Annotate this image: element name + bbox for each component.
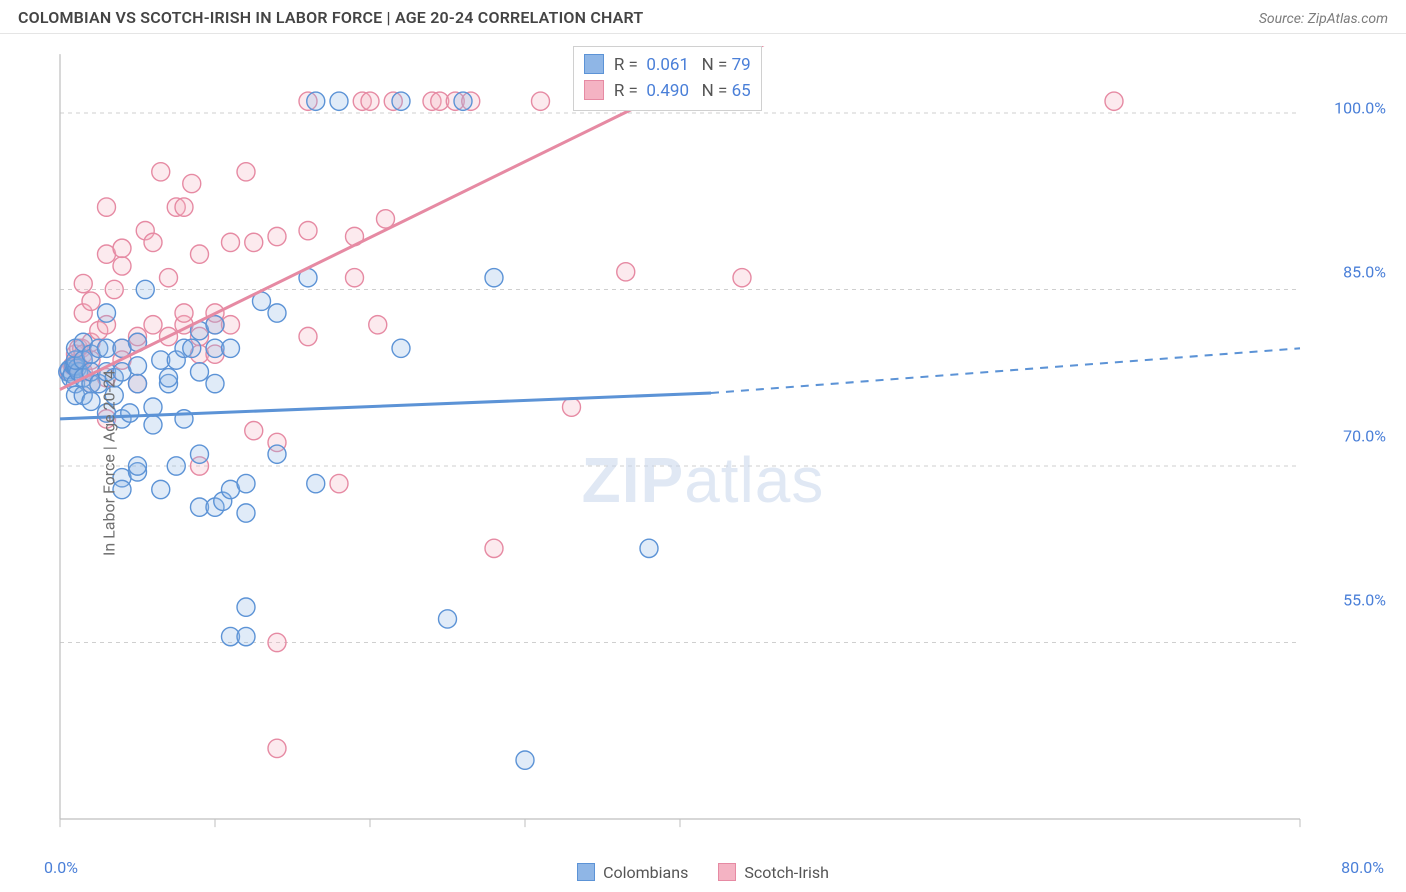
source-name: ZipAtlas.com bbox=[1308, 11, 1388, 27]
legend-item-colombians: Colombians bbox=[577, 863, 688, 882]
legend-item-scotch-irish: Scotch-Irish bbox=[718, 863, 829, 882]
legend-swatch-scotch-irish bbox=[718, 863, 736, 881]
source-label: Source: ZipAtlas.com bbox=[1259, 11, 1388, 27]
y-axis-title: In Labor Force | Age 20-24 bbox=[100, 370, 119, 556]
regression-legend: R = 0.061 N = 79R = 0.490 N = 65 bbox=[573, 46, 762, 111]
chart-header: COLOMBIAN VS SCOTCH-IRISH IN LABOR FORCE… bbox=[0, 0, 1406, 34]
legend-bottom: Colombians Scotch-Irish bbox=[18, 863, 1388, 882]
legend-swatch-colombians bbox=[577, 863, 595, 881]
chart-title: COLOMBIAN VS SCOTCH-IRISH IN LABOR FORCE… bbox=[18, 8, 643, 27]
chart-area: In Labor Force | Age 20-24 ZIPatlas 55.0… bbox=[18, 46, 1388, 880]
scatter-plot bbox=[18, 46, 1388, 880]
